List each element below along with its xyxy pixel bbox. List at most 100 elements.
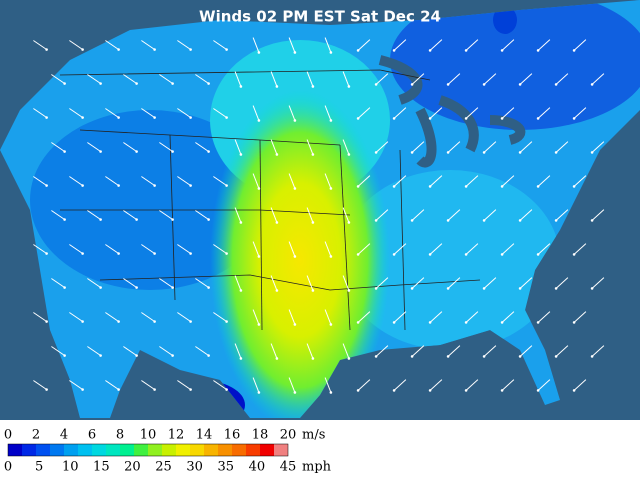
wind-arrow — [141, 176, 155, 186]
arrow-head — [536, 185, 540, 188]
arrow-head — [518, 83, 522, 86]
wind-arrow — [51, 346, 65, 356]
arrow-head — [153, 184, 156, 187]
arrow-head — [464, 49, 468, 52]
arrow-head — [189, 116, 192, 119]
arrow-head — [239, 221, 243, 224]
legend-swatch — [176, 444, 190, 456]
legend-swatch — [274, 444, 288, 456]
arrow-head — [225, 116, 228, 119]
wind-arrow — [270, 343, 278, 359]
arrow-head — [239, 153, 243, 156]
wind-arrow — [69, 40, 83, 50]
arrow-head — [153, 116, 156, 119]
wind-arrow — [105, 380, 119, 390]
arrow-head — [392, 253, 396, 256]
wind-arrow — [270, 139, 278, 155]
arrow-head — [117, 320, 120, 323]
wind-arrow — [519, 141, 533, 153]
wind-arrow — [591, 345, 605, 357]
arrow-head — [81, 116, 84, 119]
wind-arrow — [555, 141, 569, 153]
arrow-head — [356, 185, 360, 188]
arrow-head — [135, 218, 138, 221]
wind-arrow — [483, 345, 497, 357]
wind-arrow — [234, 71, 242, 87]
wind-arrow — [69, 108, 83, 118]
arrow-head — [500, 49, 504, 52]
arrow-head — [257, 323, 261, 326]
arrow-head — [257, 187, 261, 190]
wind-arrow — [501, 107, 515, 119]
wind-arrow — [33, 380, 47, 390]
legend-swatch — [8, 444, 22, 456]
legend-swatch — [36, 444, 50, 456]
arrow-head — [225, 184, 228, 187]
arrow-head — [536, 253, 540, 256]
wind-arrow — [105, 312, 119, 322]
legend-swatch — [190, 444, 204, 456]
arrow-head — [536, 49, 540, 52]
arrow-head — [347, 289, 351, 292]
arrow-head — [590, 219, 594, 222]
wind-arrow — [69, 244, 83, 254]
arrow-head — [356, 49, 360, 52]
wind-arrow — [537, 107, 551, 119]
wind-arrow — [87, 74, 101, 84]
wind-arrow — [324, 105, 332, 121]
arrow-head — [153, 48, 156, 51]
ms-label: 20 — [280, 428, 297, 443]
arrow-head — [356, 321, 360, 324]
legend-swatch — [246, 444, 260, 456]
arrow-head — [117, 388, 120, 391]
arrow-head — [311, 85, 315, 88]
wind-arrow — [87, 142, 101, 152]
wind-arrow — [519, 345, 533, 357]
wind-arrow — [342, 343, 350, 359]
wind-arrow — [234, 343, 242, 359]
legend-swatch — [204, 444, 218, 456]
arrow-head — [293, 187, 297, 190]
arrow-head — [482, 287, 486, 290]
arrow-head — [356, 253, 360, 256]
legend-swatch — [162, 444, 176, 456]
arrow-head — [392, 389, 396, 392]
wind-arrow — [375, 345, 389, 357]
wind-arrow — [252, 105, 260, 121]
arrow-head — [153, 252, 156, 255]
legend-swatch — [232, 444, 246, 456]
wind-arrow — [288, 37, 296, 53]
wind-arrow — [324, 37, 332, 53]
arrow-head — [590, 151, 594, 154]
arrow-head — [63, 354, 66, 357]
arrow-head — [446, 83, 450, 86]
arrow-head — [63, 150, 66, 153]
wind-arrow — [555, 345, 569, 357]
arrow-head — [554, 287, 558, 290]
wind-arrow — [591, 277, 605, 289]
arrow-head — [207, 218, 210, 221]
wind-arrow — [252, 241, 260, 257]
wind-arrow — [573, 39, 587, 51]
arrow-head — [153, 388, 156, 391]
wind-arrow — [555, 73, 569, 85]
wind-arrow — [213, 176, 227, 186]
arrow-head — [572, 253, 576, 256]
ms-label: 4 — [60, 428, 68, 443]
wind-arrow — [483, 277, 497, 289]
map-title: Winds 02 PM EST Sat Dec 24 — [199, 8, 441, 26]
wind-arrow — [195, 142, 209, 152]
ms-label: 10 — [140, 428, 157, 443]
arrow-head — [171, 150, 174, 153]
wind-arrow — [357, 39, 371, 51]
arrow-head — [428, 253, 432, 256]
arrow-head — [392, 185, 396, 188]
arrow-head — [117, 252, 120, 255]
arrow-head — [482, 219, 486, 222]
arrow-head — [590, 287, 594, 290]
arrow-head — [347, 153, 351, 156]
wind-arrow — [51, 142, 65, 152]
wind-arrow — [141, 312, 155, 322]
arrow-head — [45, 252, 48, 255]
wind-arrow — [33, 176, 47, 186]
